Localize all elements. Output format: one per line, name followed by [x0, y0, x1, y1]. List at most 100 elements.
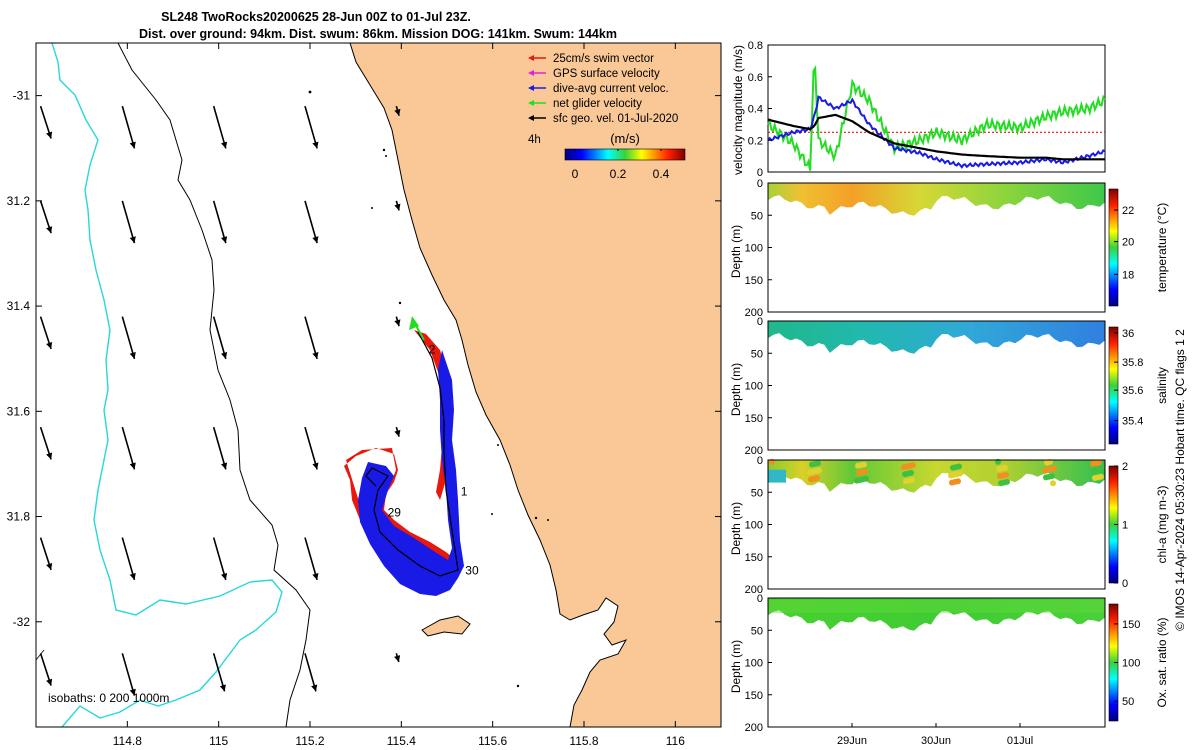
depth-tick-label: 50	[751, 625, 763, 637]
velocity-tick-label: 0.2	[748, 135, 763, 147]
geo-arrow	[304, 653, 318, 692]
geo-arrow	[212, 105, 228, 149]
lon-tick-label: 116	[666, 734, 685, 748]
track-label: 1	[461, 484, 468, 498]
isobath-200m	[117, 43, 311, 727]
chart-subtitle: Dist. over ground: 94km. Dist. swum: 86k…	[139, 27, 617, 41]
chla-panel: 0 50 100 150 200 Depth (m) 2 1 0 chl-a (mg m-3)	[729, 455, 1169, 596]
cb-tick-label: 20	[1122, 237, 1134, 249]
isobath-1000m	[36, 649, 45, 661]
salinity-ylabel: Depth (m)	[729, 363, 743, 416]
geo-arrow	[212, 537, 228, 581]
temperature-field	[768, 183, 1105, 216]
track-day-labels: 2 1 29 30	[388, 342, 479, 577]
time-tick-label: 29Jun	[837, 735, 867, 747]
legend-label: GPS surface velocity	[553, 68, 660, 80]
geo-arrow	[39, 537, 53, 571]
temperature-cb-label: temperature (°C)	[1155, 203, 1169, 293]
cb-tick-label: 35.4	[1122, 416, 1143, 428]
colorbar-tick-label: 0	[572, 167, 579, 181]
temperature-ylabel: Depth (m)	[729, 225, 743, 278]
cb-tick-label: 18	[1122, 269, 1134, 281]
geo-arrow	[39, 426, 53, 460]
depth-tick-label: 0	[757, 455, 763, 467]
cb-tick-label: 36	[1122, 328, 1134, 340]
salinity-colorbar	[1108, 326, 1119, 445]
depth-tick-label: 150	[745, 413, 763, 425]
depth-tick-label: 150	[745, 552, 763, 564]
velocity-tick-label: 0	[757, 167, 763, 179]
lon-tick-label: 115.8	[569, 734, 598, 748]
geo-arrow	[121, 426, 136, 470]
velocity-tick-label: 0.8	[748, 40, 763, 52]
geo-arrow	[121, 200, 136, 244]
lon-tick-label: 115.6	[478, 734, 507, 748]
cb-tick-label: 1	[1122, 520, 1128, 532]
geostrophic-velocity-line	[767, 113, 1105, 161]
lon-tick-label: 114.8	[113, 734, 142, 748]
geo-arrow	[394, 200, 401, 211]
legend-label: sfc geo. vel. 01-Jul-2020	[553, 113, 678, 125]
lat-tick-label: -31	[13, 89, 31, 103]
geo-arrow	[121, 316, 136, 360]
legend-label: net glider velocity	[553, 98, 642, 110]
depth-tick-label: 0	[757, 593, 763, 605]
chla-speckles	[769, 458, 1104, 487]
map-axes: 114.8 115 115.2 115.4 115.6 115.8 116 -31 31.2 31…	[7, 43, 721, 748]
lon-tick-label: 115.4	[387, 734, 416, 748]
velocity-panel: 0 0.2 0.4 0.6 0.8	[748, 40, 1106, 179]
geo-arrow	[304, 426, 319, 470]
chla-field	[768, 460, 1105, 493]
geo-arrow	[304, 200, 319, 244]
lat-tick-label: -32	[13, 615, 31, 629]
oxygen-ylabel: Depth (m)	[729, 640, 743, 693]
oxygen-cb-label: Ox. sat. ratio (%)	[1155, 617, 1169, 707]
geo-arrow	[39, 105, 53, 139]
chart-title: SL248 TwoRocks20200625 28-Jun 00Z to 01-…	[161, 10, 471, 24]
cb-tick-label: 22	[1122, 205, 1134, 217]
geo-arrow	[394, 426, 401, 437]
time-tick-label: 30Jun	[921, 735, 951, 747]
depth-tick-label: 100	[745, 658, 763, 670]
geo-arrow	[39, 200, 53, 234]
time-axis: 29Jun 30Jun 01Jul	[837, 723, 1033, 747]
track-label: 2	[429, 342, 436, 356]
lon-tick-label: 115.2	[295, 734, 324, 748]
legend-arrowhead	[528, 85, 534, 91]
geo-arrow	[121, 105, 136, 149]
geo-arrow	[39, 316, 53, 350]
time-tick-label: 01Jul	[1007, 735, 1033, 747]
temperature-colorbar	[1108, 188, 1119, 307]
geo-arrow	[304, 316, 319, 360]
depth-tick-label: 200	[745, 445, 763, 457]
depth-tick-label: 100	[745, 381, 763, 393]
track-label: 29	[388, 506, 402, 520]
depth-tick-label: 100	[745, 243, 763, 255]
legend-arrowhead	[528, 70, 534, 76]
velocity-tick-label: 0.6	[748, 72, 763, 84]
legend-arrowhead	[528, 55, 534, 61]
current-track	[358, 350, 464, 596]
speed-colorbar	[564, 148, 686, 161]
copyright-note: © IMOS 14-Apr-2024 05:30:23 Hobart time.…	[1173, 329, 1187, 631]
geo-arrow	[121, 537, 136, 581]
geo-arrow	[304, 537, 319, 581]
lat-tick-label: 31.2	[7, 194, 31, 208]
cb-tick-label: 0	[1122, 578, 1128, 590]
depth-tick-label: 50	[751, 487, 763, 499]
depth-tick-label: 200	[745, 584, 763, 596]
velocity-tick-label: 0.4	[748, 104, 763, 116]
depth-tick-label: 50	[751, 210, 763, 222]
speed-colorbar-ticks: 0 0.2 0.4	[572, 149, 670, 181]
lon-tick-label: 115	[209, 734, 228, 748]
ox-shade	[768, 599, 1105, 613]
geo-arrow	[394, 653, 401, 663]
legend-arrowhead	[528, 100, 534, 106]
cb-tick-label: 150	[1122, 619, 1140, 631]
depth-tick-label: 150	[745, 690, 763, 702]
geo-arrow	[212, 200, 228, 244]
cb-tick-label: 35.8	[1122, 357, 1143, 369]
glider-track-line	[365, 331, 459, 577]
legend-arrowhead	[528, 115, 534, 121]
